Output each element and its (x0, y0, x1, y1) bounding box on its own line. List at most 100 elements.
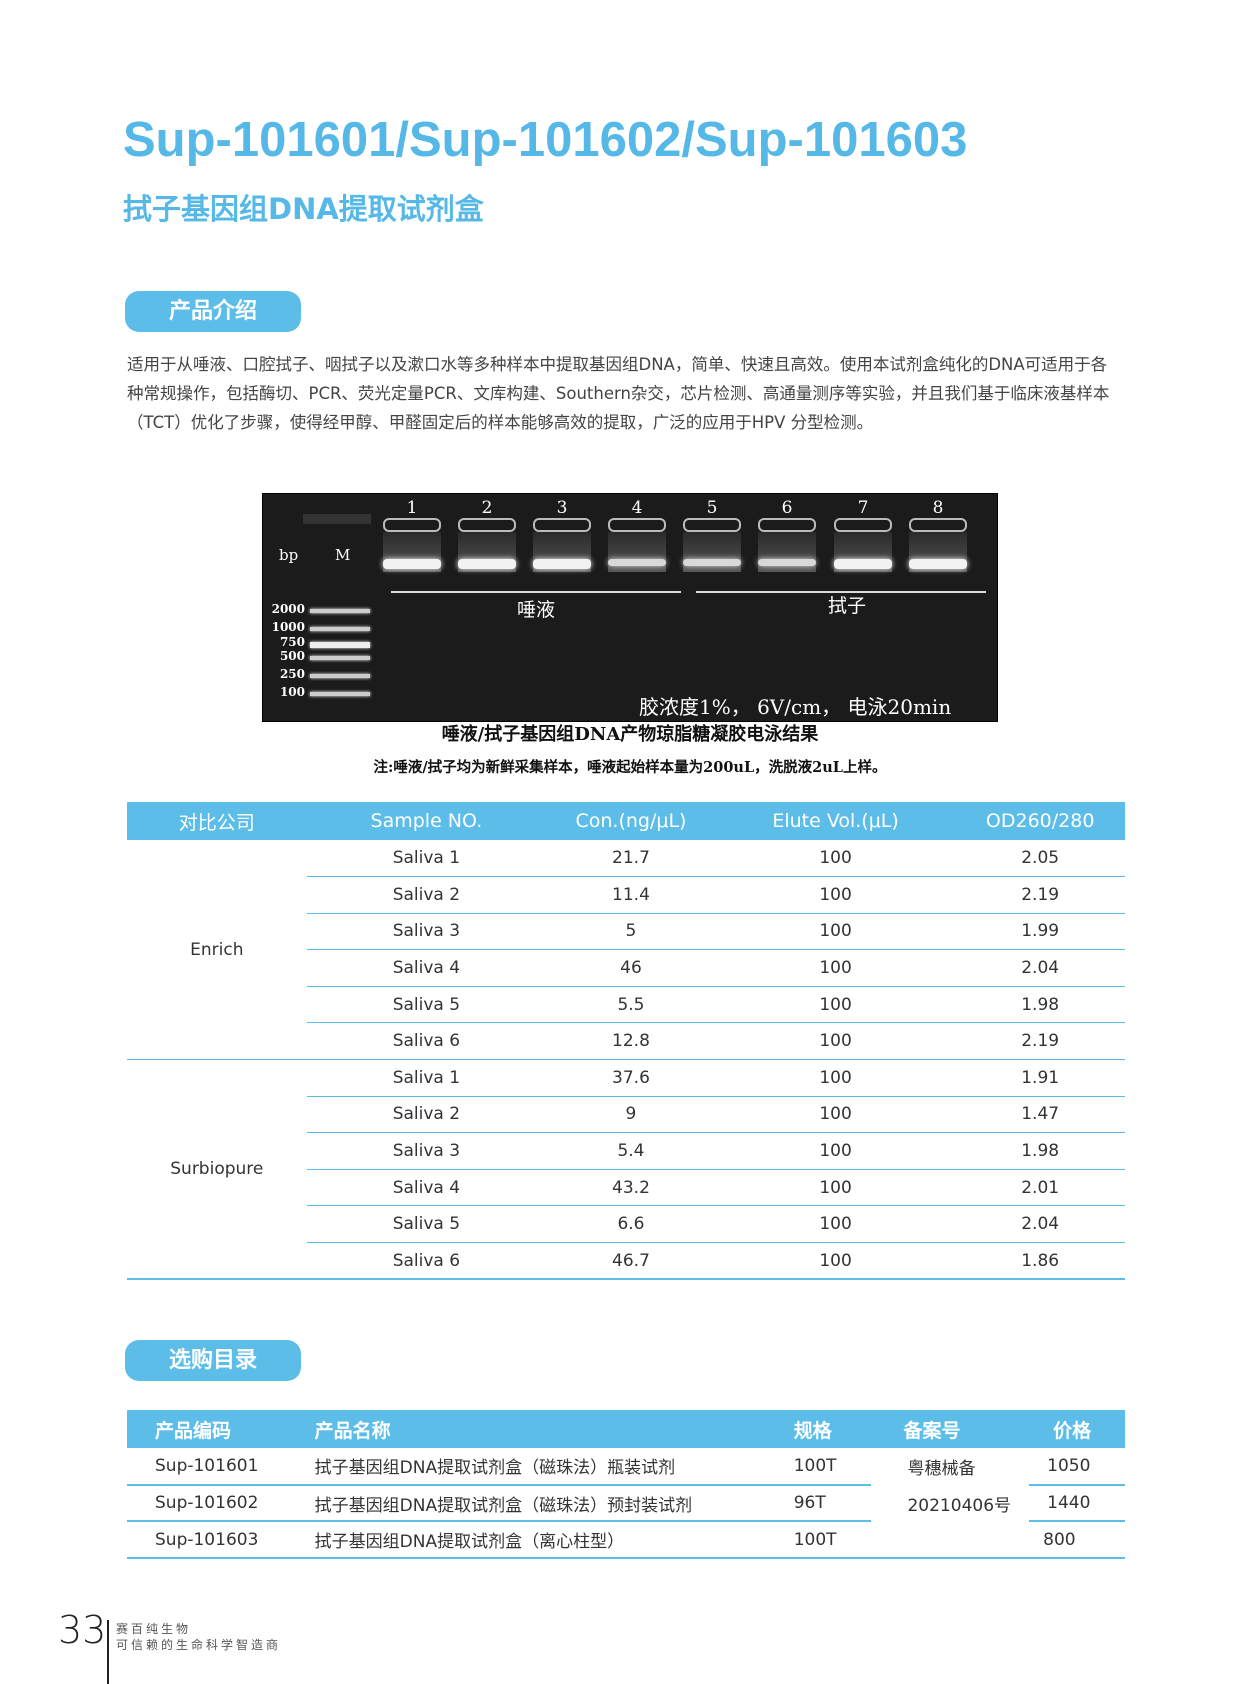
table-cell: 2.04 (955, 949, 1125, 987)
table-row: Enrich Saliva 1 21.7 100 2.05 (127, 840, 1125, 1061)
table-row: Saliva 5 5.5 100 1.98 (127, 986, 1125, 1024)
ladder-band (310, 642, 370, 648)
table-cell: Saliva 5 (306, 986, 547, 1024)
lane-well (909, 518, 967, 532)
dna-band (834, 559, 892, 569)
footer-company: 赛百纯生物 (116, 1622, 192, 1636)
gel-lane: 5 (679, 494, 745, 721)
table-cell: 100 (715, 913, 956, 951)
dna-band (383, 559, 441, 569)
lane-well (834, 518, 892, 532)
table-cell: 2.19 (955, 876, 1125, 914)
table-cell: 2.01 (955, 1169, 1125, 1207)
table-row: Saliva 6 46.7 100 1.86 (127, 1242, 1125, 1281)
table-cell: 2.05 (955, 840, 1125, 878)
table-cell: 96T (765, 1484, 877, 1523)
ladder-band (310, 692, 370, 696)
table-row: Saliva 2 11.4 100 2.19 (127, 876, 1125, 914)
table-row: Saliva 3 5.4 100 1.98 (127, 1132, 1125, 1170)
table-cell: Saliva 5 (306, 1205, 547, 1244)
page-subtitle: 拭子基因组DNA提取试剂盒 (123, 192, 484, 226)
company-cell: Enrich (127, 840, 307, 1061)
dna-band (458, 559, 516, 569)
dna-band (909, 559, 967, 569)
record-number: 粤穗械备 (871, 1448, 1030, 1485)
table-cell: 1.47 (955, 1096, 1125, 1134)
column-header: 对比公司 (127, 802, 307, 840)
ladder-band (310, 609, 370, 613)
table-cell: Sup-101601 (127, 1448, 287, 1486)
bp-label: bp (279, 546, 299, 564)
section-heading-catalog: 选购目录 (125, 1340, 301, 1381)
marker-label: M (335, 546, 351, 564)
lane-well (608, 518, 666, 532)
group-underline (391, 591, 681, 593)
gel-lane: 6 (754, 494, 820, 721)
table-cell: 5 (546, 913, 716, 951)
table-cell: 1.86 (955, 1242, 1125, 1281)
gel-lane: 3 (529, 494, 595, 721)
column-header: OD260/280 (955, 802, 1125, 840)
table-cell: Sup-101602 (127, 1484, 287, 1523)
column-header: Sample NO. (306, 802, 547, 840)
table-cell: 100 (715, 1205, 956, 1244)
lane-smear (683, 532, 741, 572)
gel-lane: 4 (604, 494, 670, 721)
lane-well (458, 518, 516, 532)
gel-caption: 唾液/拭子基因组DNA产物琼脂糖凝胶电泳结果 (441, 724, 819, 745)
lane-number: 7 (857, 498, 869, 518)
lane-number: 6 (781, 498, 793, 518)
dna-band (683, 559, 741, 566)
table-cell: 43.2 (546, 1169, 716, 1207)
page-number: 33 (58, 1608, 107, 1652)
table-cell: 100 (715, 986, 956, 1024)
group-label-swab: 拭子 (828, 595, 867, 617)
table-row: Saliva 4 46 100 2.04 (127, 949, 1125, 987)
table-cell: Saliva 6 (306, 1242, 547, 1281)
table-cell: 100 (715, 1169, 956, 1207)
gel-lane: 1 (379, 494, 445, 721)
gel-note: 注:唾液/拭子均为新鲜采集样本，唾液起始样本量为200uL，洗脱液2uL上样。 (373, 759, 887, 776)
table-cell: Saliva 3 (306, 913, 547, 951)
dna-band (758, 559, 816, 566)
table-cell: Saliva 2 (306, 1096, 547, 1134)
lane-number: 8 (932, 498, 944, 518)
table-cell: 100 (715, 840, 956, 878)
table-cell: Saliva 2 (306, 876, 547, 914)
ladder-label: 750 (279, 635, 305, 649)
column-header: 价格 (1025, 1410, 1125, 1448)
table-cell: 1.99 (955, 913, 1125, 951)
gel-lane: 2 (454, 494, 520, 721)
table-cell: 11.4 (546, 876, 716, 914)
lane-well (533, 518, 591, 532)
price-cell: 1050 (1025, 1448, 1125, 1486)
table-cell: 46 (546, 949, 716, 987)
table-row: Saliva 6 12.8 100 2.19 (127, 1022, 1125, 1061)
gel-image: bp M 2000 1000 750 500 250 100 1 2 3 4 5 6 7 8 唾液 拭子 胶浓度1%… (262, 493, 998, 722)
lane-smear (608, 532, 666, 572)
column-header: Con.(ng/μL) (546, 802, 716, 840)
footer-slogan: 可信赖的生命科学智造商 (116, 1638, 282, 1652)
column-header: 产品名称 (286, 1410, 766, 1448)
table-cell: 100 (715, 949, 956, 987)
table-cell: 5.4 (546, 1132, 716, 1170)
column-header: 规格 (765, 1410, 876, 1448)
column-header: 备案号 (875, 1410, 1026, 1448)
table-cell: Saliva 1 (306, 840, 547, 878)
price-cell: 800 (1025, 1521, 1125, 1560)
table-cell: 2.19 (955, 1022, 1125, 1061)
page-title: Sup-101601/Sup-101602/Sup-101603 (123, 113, 968, 167)
lane-number: 3 (556, 498, 568, 518)
lane-number: 1 (406, 498, 418, 518)
gel-conditions: 胶浓度1%， 6V/cm， 电泳20min (639, 695, 952, 719)
table-row: Sup-101601 拭子基因组DNA提取试剂盒（磁珠法）瓶装试剂 100T 粤穗械备… (127, 1448, 1125, 1486)
table-cell: 拭子基因组DNA提取试剂盒（离心柱型） (286, 1521, 766, 1560)
group-underline (696, 591, 986, 593)
table-cell: 100T (765, 1521, 876, 1560)
table-cell: Saliva 4 (306, 949, 547, 987)
group-label-saliva: 唾液 (517, 599, 556, 621)
table-cell: 9 (546, 1096, 716, 1134)
company-cell: Surbiopure (127, 1059, 307, 1281)
table-row: Saliva 3 5 100 1.99 (127, 913, 1125, 951)
dna-band (608, 559, 666, 566)
